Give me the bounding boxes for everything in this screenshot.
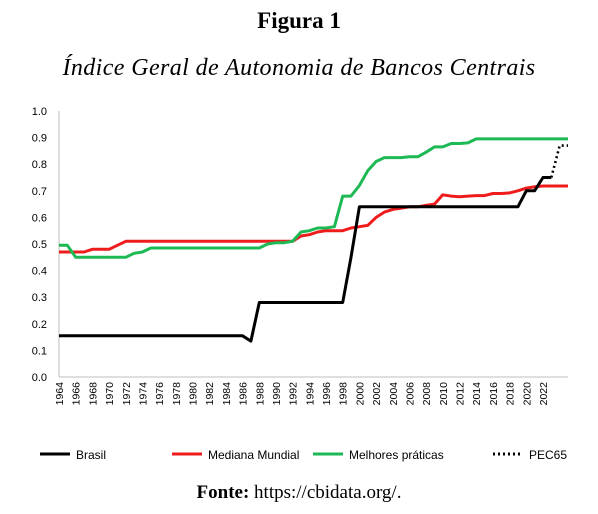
x-tick-label: 1982 <box>204 382 216 406</box>
chart-series <box>59 137 568 343</box>
x-tick-label: 2008 <box>421 382 433 406</box>
x-tick-label: 1990 <box>271 382 283 406</box>
y-tick-label: 0.0 <box>32 372 47 384</box>
y-tick-label: 0.4 <box>32 266 47 278</box>
series-line-pec65 <box>550 144 568 178</box>
y-tick-label: 0.7 <box>32 186 47 198</box>
source-label: Fonte: <box>196 482 250 503</box>
x-tick-label: 1994 <box>304 382 316 406</box>
figure-label: Figura 1 <box>257 8 341 33</box>
x-axis-ticks: 1964 1966 1968 1970 1972 1974 1976 1978 1980 1982… <box>54 382 550 406</box>
x-tick-label: 2014 <box>471 382 483 406</box>
x-tick-label: 1972 <box>121 382 133 406</box>
x-tick-label: 1984 <box>221 382 233 406</box>
x-tick-label: 2006 <box>404 382 416 406</box>
series-line-melhores-pr-ticas <box>59 137 568 259</box>
x-tick-label: 2022 <box>538 382 550 406</box>
x-tick-label: 1964 <box>54 382 66 406</box>
x-tick-label: 1966 <box>71 382 83 406</box>
x-tick-label: 2000 <box>354 382 366 406</box>
x-tick-label: 1970 <box>104 382 116 406</box>
chart-legend: Brasil Mediana Mundial Melhores práticas PE… <box>40 448 567 462</box>
x-tick-label: 1998 <box>338 382 350 406</box>
y-axis-ticks: 0.0 0.1 0.2 0.3 0.4 0.5 0.6 0.7 0.8 0.9 1.0 <box>32 106 47 384</box>
x-tick-label: 2018 <box>505 382 517 406</box>
x-tick-label: 2002 <box>371 382 383 406</box>
x-tick-label: 2020 <box>521 382 533 406</box>
x-tick-label: 1992 <box>288 382 300 406</box>
legend-label: Melhores práticas <box>349 448 444 462</box>
x-tick-label: 1988 <box>254 382 266 406</box>
source-url: https://cbidata.org/. <box>254 482 402 503</box>
x-tick-label: 1996 <box>321 382 333 406</box>
x-tick-label: 1986 <box>238 382 250 406</box>
x-tick-label: 1974 <box>137 382 149 406</box>
legend-label: Brasil <box>76 448 106 462</box>
legend-label: PEC65 <box>529 448 567 462</box>
legend-label: Mediana Mundial <box>208 448 299 462</box>
y-tick-label: 0.9 <box>32 133 47 145</box>
x-tick-label: 1978 <box>171 382 183 406</box>
x-tick-label: 2010 <box>438 382 450 406</box>
x-tick-label: 2016 <box>488 382 500 406</box>
y-tick-label: 1.0 <box>32 106 47 118</box>
y-tick-label: 0.6 <box>32 212 47 224</box>
source-note: Fonte: https://cbidata.org/. <box>0 482 598 504</box>
x-tick-label: 1968 <box>87 382 99 406</box>
y-tick-label: 0.2 <box>32 319 47 331</box>
chart-title: Índice Geral de Autonomia de Bancos Cent… <box>62 55 536 81</box>
series-line-mediana-mundial <box>59 184 568 254</box>
y-tick-label: 0.3 <box>32 292 47 304</box>
x-tick-label: 1980 <box>188 382 200 406</box>
y-tick-label: 0.1 <box>32 345 47 357</box>
series-line-brasil <box>59 176 552 343</box>
x-tick-label: 1976 <box>154 382 166 406</box>
x-tick-label: 2012 <box>455 382 467 406</box>
y-tick-label: 0.8 <box>32 159 47 171</box>
y-tick-label: 0.5 <box>32 239 47 251</box>
x-tick-label: 2004 <box>388 382 400 406</box>
